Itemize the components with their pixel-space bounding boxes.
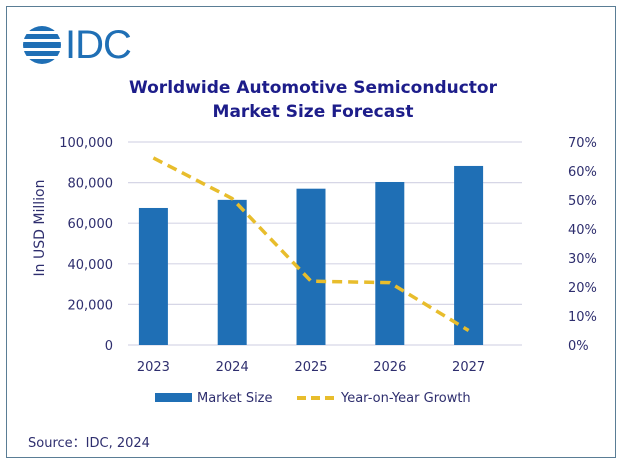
logo-text: IDC: [65, 23, 132, 67]
legend-label-growth: Year-on-Year Growth: [340, 391, 471, 406]
y2-tick-label: 0%: [568, 339, 589, 354]
chart-title-line-1: Worldwide Automotive Semiconductor: [128, 78, 497, 98]
x-tick-label: 2027: [452, 360, 485, 375]
globe-icon: [23, 26, 61, 64]
idc-logo: IDC: [22, 23, 132, 67]
chart-title-line-2: Market Size Forecast: [212, 102, 414, 122]
x-tick-label: 2025: [294, 360, 327, 375]
x-tick-label: 2026: [373, 360, 406, 375]
y2-tick-label: 10%: [568, 310, 597, 325]
x-tick-label: 2024: [216, 360, 249, 375]
legend-swatch-market-size: [155, 393, 192, 402]
y-tick-label: 60,000: [68, 217, 114, 232]
y2-tick-label: 70%: [568, 136, 597, 151]
source-note: Source：IDC, 2024: [28, 436, 150, 451]
y-axis-label: In USD Million: [32, 180, 48, 277]
y-tick-label: 40,000: [68, 258, 114, 273]
bar-market-size-2024: [217, 199, 247, 345]
y-tick-label: 80,000: [68, 177, 114, 192]
line-yoy-growth: [152, 156, 470, 332]
legend: Market Size Year-on-Year Growth: [155, 391, 471, 406]
bar-market-size-2027: [454, 165, 484, 345]
y2-tick-label: 20%: [568, 281, 597, 296]
y2-tick-label: 30%: [568, 252, 597, 267]
chart-title: Worldwide Automotive Semiconductor Marke…: [0, 76, 626, 124]
bar-market-size-2023: [138, 207, 168, 345]
bar-market-size-2025: [296, 188, 326, 345]
bar-market-size-2026: [375, 181, 405, 345]
legend-label-market-size: Market Size: [197, 391, 273, 406]
y2-tick-label: 40%: [568, 223, 597, 238]
y-tick-label: 100,000: [59, 136, 113, 151]
y2-tick-label: 50%: [568, 194, 597, 209]
y2-tick-label: 60%: [568, 165, 597, 180]
x-tick-label: 2023: [137, 360, 170, 375]
y-tick-label: 0: [105, 339, 113, 354]
y-tick-label: 20,000: [68, 298, 114, 313]
